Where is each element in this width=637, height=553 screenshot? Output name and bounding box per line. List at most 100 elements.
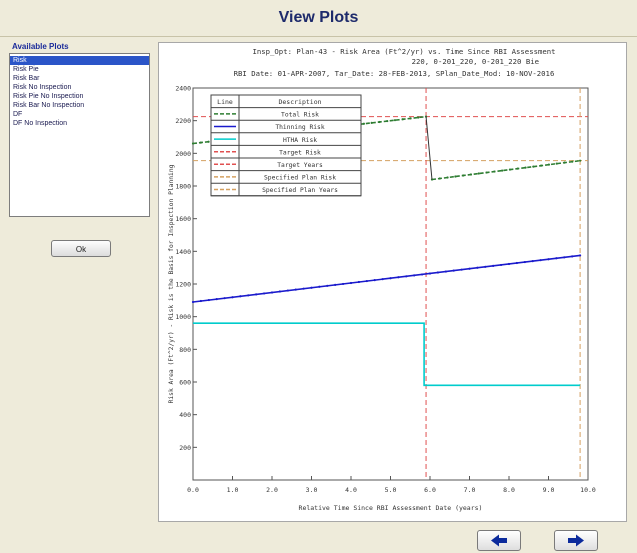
legend-label: Thinning Risk <box>275 124 324 131</box>
series-point <box>436 271 439 274</box>
list-item[interactable]: Risk No Inspection <box>13 84 72 91</box>
series-point <box>421 273 424 276</box>
right-arrow-icon <box>568 534 584 547</box>
series-point <box>401 118 404 121</box>
series-point <box>579 254 582 257</box>
x-tick-label: 10.0 <box>580 486 596 494</box>
thinning-risk-series <box>192 254 581 303</box>
x-tick-label: 5.0 <box>385 486 397 494</box>
series-point <box>428 272 432 275</box>
series-point <box>452 269 455 272</box>
series-point <box>477 172 480 175</box>
legend-header: Line <box>217 98 233 106</box>
available-plots-label: Available Plots <box>12 42 69 51</box>
legend-label: Specified Plan Years <box>262 187 338 194</box>
series-point <box>438 177 441 180</box>
legend-label: HTHA Risk <box>283 137 317 144</box>
list-item[interactable]: Risk Bar <box>13 75 40 82</box>
series-point <box>555 257 558 260</box>
chart-title: Insp_Opt: Plan-43 - Risk Area (Ft^2/yr) … <box>252 47 555 56</box>
series-point <box>381 278 384 281</box>
y-tick-label: 2400 <box>175 85 191 93</box>
series-point <box>492 264 495 267</box>
series-point <box>523 260 526 264</box>
y-tick-label: 2200 <box>175 117 191 125</box>
x-tick-label: 4.0 <box>345 486 357 494</box>
series-point <box>215 298 218 301</box>
series-point <box>199 141 202 144</box>
y-tick-label: 1600 <box>175 215 191 223</box>
series-point <box>373 279 376 282</box>
series-point <box>255 293 258 296</box>
list-item[interactable]: Risk Bar No Inspection <box>13 102 85 109</box>
page-title: View Plots <box>0 0 637 37</box>
y-tick-label: 2000 <box>175 150 191 158</box>
series-point <box>501 169 504 172</box>
series-point <box>460 268 463 271</box>
x-tick-label: 0.0 <box>187 486 199 494</box>
series-point <box>555 162 558 165</box>
series-point <box>302 287 305 290</box>
x-tick-label: 2.0 <box>266 486 278 494</box>
left-arrow-icon <box>491 534 507 547</box>
series-point <box>579 159 582 162</box>
previous-button[interactable] <box>477 530 521 551</box>
series-point <box>365 279 368 283</box>
series-point <box>294 288 297 291</box>
list-item[interactable]: Risk Pie <box>13 66 39 73</box>
series-point <box>468 267 471 270</box>
series-point <box>310 286 313 289</box>
available-plots-list[interactable]: Risk Risk Pie Risk Bar Risk No Inspection Ri… <box>9 53 150 217</box>
series-point <box>507 262 511 266</box>
list-item[interactable]: DF <box>13 111 23 118</box>
total-risk-series <box>431 159 581 181</box>
next-button[interactable] <box>554 530 598 551</box>
series-point <box>444 270 447 273</box>
series-point <box>326 284 329 287</box>
series-point <box>539 259 542 262</box>
series-point <box>563 256 566 259</box>
y-axis-label: Risk Area (Ft^2/yr) - Risk is the Basis … <box>168 164 175 403</box>
y-tick-label: 1400 <box>175 248 191 256</box>
series-point <box>191 300 195 304</box>
series-point <box>547 258 550 261</box>
x-tick-label: 6.0 <box>424 486 436 494</box>
list-item[interactable]: DF No Inspection <box>13 120 68 127</box>
plot-panel: Insp_Opt: Plan-43 - Risk Area (Ft^2/yr) … <box>158 42 627 522</box>
y-tick-label: 200 <box>179 444 191 452</box>
series-point <box>563 161 566 164</box>
series-point <box>223 297 226 300</box>
x-tick-label: 8.0 <box>503 486 515 494</box>
list-item[interactable]: Risk Pie No Inspection <box>13 93 84 100</box>
series-point <box>247 294 250 297</box>
series-point <box>362 122 366 125</box>
ok-button[interactable]: Ok <box>51 240 111 257</box>
x-axis-label: Relative Time Since RBI Assessment Date … <box>299 504 483 512</box>
list-item[interactable]: Risk <box>10 56 149 65</box>
series-point <box>484 265 487 268</box>
series-point <box>409 117 412 120</box>
series-point <box>531 260 534 263</box>
series-point <box>389 277 392 280</box>
series-point <box>540 164 543 167</box>
series-point <box>318 285 321 288</box>
legend-label: Target Years <box>277 162 323 169</box>
series-point <box>493 170 496 173</box>
chart-subtitle: 220, 0-201_220, 0-201_220 Bie <box>412 57 539 66</box>
series-point <box>278 290 281 293</box>
series-point <box>231 296 234 299</box>
series-point <box>270 291 274 294</box>
y-tick-label: 1800 <box>175 183 191 191</box>
x-tick-label: 7.0 <box>464 486 476 494</box>
series-point <box>524 166 527 169</box>
series-point <box>207 298 210 302</box>
y-tick-label: 1200 <box>175 281 191 289</box>
series-point <box>515 261 518 265</box>
series-point <box>485 171 488 174</box>
series-point <box>397 276 400 279</box>
legend-label: Target Risk <box>279 149 321 156</box>
series-point <box>342 282 345 286</box>
series-point <box>386 119 389 123</box>
legend-label: Total Risk <box>281 112 319 119</box>
series-point <box>378 120 381 124</box>
